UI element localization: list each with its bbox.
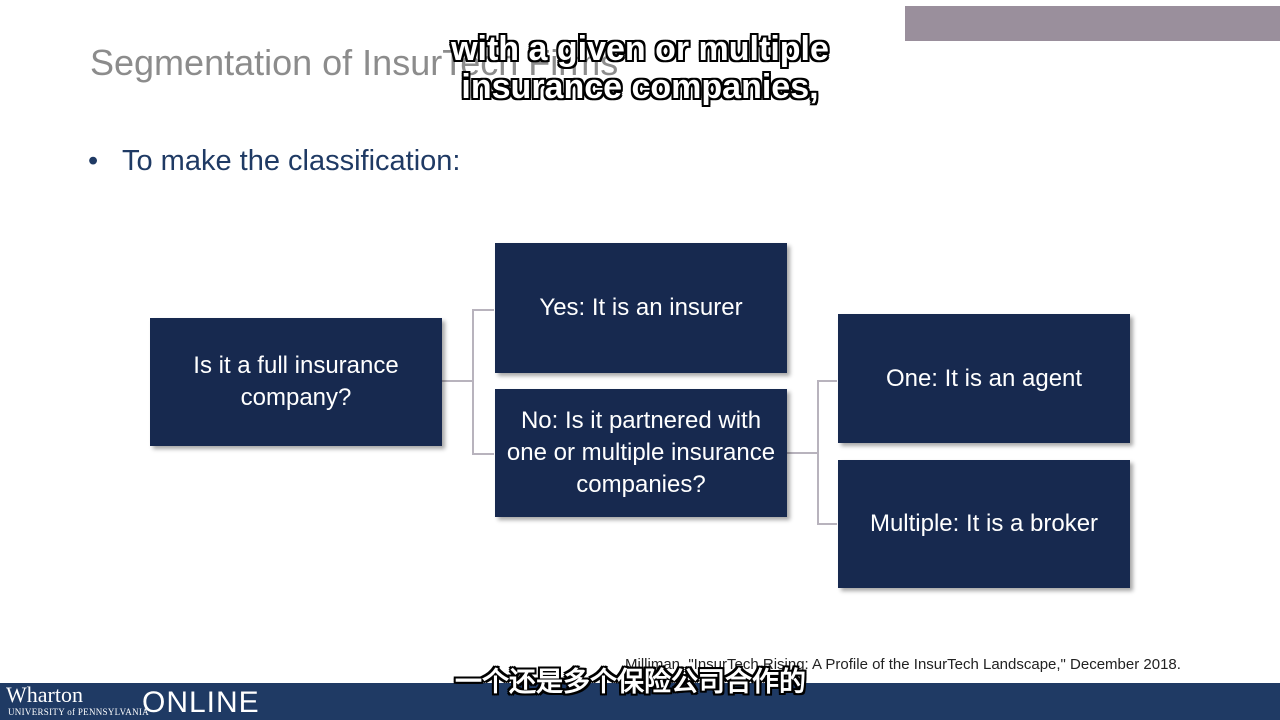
connector-to-multiple <box>817 523 837 525</box>
connector-bracket-1 <box>472 309 474 454</box>
diagram-one-box: One: It is an agent <box>838 314 1130 443</box>
one-label: One: It is an agent <box>885 364 1083 392</box>
online-logo-text: ONLINE <box>142 686 260 719</box>
connector-bracket-2 <box>817 380 819 524</box>
bullet-item: • To make the classification: <box>88 145 460 178</box>
connector-to-yes <box>472 309 494 311</box>
wharton-logo-subtitle: UNIVERSITY of PENNSYLVANIA <box>8 707 149 717</box>
connector-root-out <box>442 380 472 382</box>
connector-to-one <box>817 380 837 382</box>
bullet-text: To make the classification: <box>122 145 461 177</box>
no-label: No: Is it partnered with one or multiple… <box>506 407 776 498</box>
subtitle-caption-english: with a given or multiple insurance compa… <box>451 30 829 106</box>
yes-label: Yes: It is an insurer <box>539 294 743 321</box>
footer-bar <box>0 683 1280 720</box>
diagram-multiple-box: Multiple: It is a broker <box>838 460 1130 588</box>
diagram-no-box: No: Is it partnered with one or multiple… <box>495 389 787 517</box>
source-citation: Milliman, "InsurTech Rising: A Profile o… <box>625 656 1181 673</box>
top-accent-bar <box>905 6 1280 41</box>
wharton-logo: Wharton <box>6 682 83 707</box>
subtitle-caption-chinese: 一个还是多个保险公司合作的 <box>455 667 806 698</box>
diagram-root-box: Is it a full insurance company? <box>150 318 442 446</box>
connector-to-no <box>472 453 494 455</box>
connector-no-out <box>787 452 817 454</box>
slide-title: Segmentation of InsurTech Firms <box>90 42 619 83</box>
diagram-yes-box: Yes: It is an insurer <box>495 243 787 373</box>
bullet-icon: • <box>88 145 99 177</box>
root-label: Is it a full insurance company? <box>193 352 399 411</box>
multiple-label: Multiple: It is a broker <box>869 510 1099 537</box>
